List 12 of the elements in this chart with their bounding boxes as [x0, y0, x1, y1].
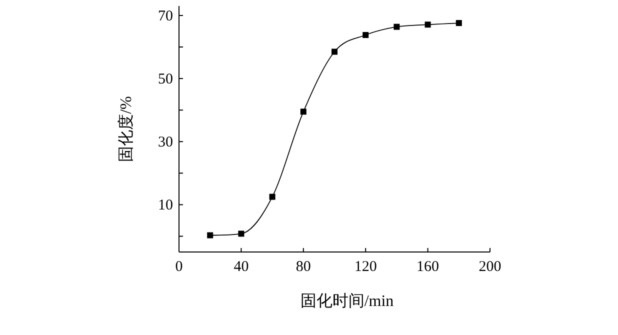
x-tick-label: 200 [478, 259, 502, 275]
y-tick-label: 30 [158, 134, 173, 151]
y-tick-label: 70 [158, 8, 173, 24]
x-tick-label: 0 [175, 259, 183, 275]
y-tick-label: 10 [158, 198, 173, 214]
x-tick-label: 40 [234, 259, 249, 275]
x-tick-label: 160 [416, 259, 440, 275]
y-tick-label: 50 [158, 72, 173, 88]
y-axis-title: 固化度/% [117, 96, 135, 162]
x-tick-label: 80 [296, 259, 311, 275]
x-axis-title: 固化时间/min [300, 292, 394, 310]
x-tick-label: 120 [354, 259, 377, 275]
